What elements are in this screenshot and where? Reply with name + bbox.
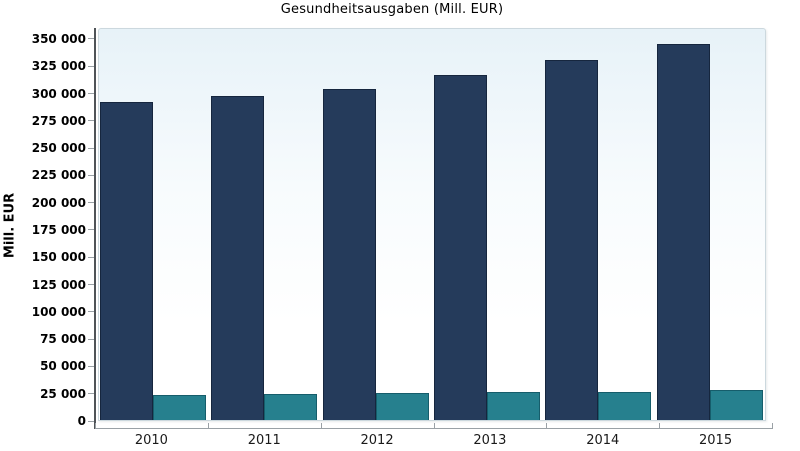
x-axis-category-label: 2010 bbox=[134, 433, 168, 448]
y-axis-line bbox=[94, 28, 96, 429]
y-axis-tick bbox=[88, 65, 94, 67]
y-axis-tick bbox=[88, 338, 94, 340]
x-axis-tick bbox=[659, 423, 661, 429]
y-axis-tick-label: 0 bbox=[77, 414, 86, 428]
y-axis-tick bbox=[88, 229, 94, 231]
x-axis-tick bbox=[207, 423, 209, 429]
y-axis-tick-label: 100 000 bbox=[31, 304, 86, 319]
x-axis-tick bbox=[546, 423, 548, 429]
bar-series-1-dark-blue-2015 bbox=[656, 44, 710, 420]
bar-series-1-dark-blue-2013 bbox=[434, 75, 487, 420]
x-axis-category-label: 2012 bbox=[360, 433, 394, 448]
bar-series-2-teal-2011 bbox=[264, 394, 318, 420]
x-axis-category-label: 2013 bbox=[473, 433, 507, 448]
bar-series-2-teal-2013 bbox=[487, 391, 540, 420]
bar-series-1-dark-blue-2014 bbox=[545, 60, 599, 420]
x-axis-tick bbox=[433, 423, 435, 429]
y-axis-tick bbox=[88, 147, 94, 149]
y-axis-tick-label: 275 000 bbox=[31, 113, 86, 128]
y-axis-tick bbox=[88, 284, 94, 286]
y-axis-tick bbox=[88, 311, 94, 313]
x-axis-category-label: 2014 bbox=[586, 433, 620, 448]
chart-title: Gesundheitsausgaben (Mill. EUR) bbox=[280, 2, 504, 17]
plot-area bbox=[98, 28, 766, 421]
y-axis-tick-label: 25 000 bbox=[40, 386, 86, 401]
y-axis-tick-label: 125 000 bbox=[31, 277, 86, 292]
y-axis-tick bbox=[88, 202, 94, 204]
y-axis-tick bbox=[88, 393, 94, 395]
y-axis-tick-label: 150 000 bbox=[31, 250, 86, 265]
x-axis-category-label: 2011 bbox=[247, 433, 281, 448]
x-axis-tick bbox=[320, 423, 322, 429]
y-axis-tick-label: 75 000 bbox=[40, 332, 86, 347]
bar-series-2-teal-2010 bbox=[153, 394, 206, 420]
y-axis-tick bbox=[88, 38, 94, 40]
y-axis-tick-label: 175 000 bbox=[31, 222, 86, 237]
y-axis-tick-label: 225 000 bbox=[31, 168, 86, 183]
y-axis-tick bbox=[88, 420, 94, 422]
y-axis-tick-label: 50 000 bbox=[40, 359, 86, 374]
bar-series-1-dark-blue-2010 bbox=[100, 102, 153, 420]
bar-series-1-dark-blue-2011 bbox=[211, 96, 265, 420]
bar-series-2-teal-2012 bbox=[375, 393, 429, 420]
x-axis-tick bbox=[95, 423, 96, 429]
y-axis-tick-label: 250 000 bbox=[31, 141, 86, 156]
y-axis-tick-label: 200 000 bbox=[31, 195, 86, 210]
y-axis-tick bbox=[88, 256, 94, 258]
y-axis-tick bbox=[88, 120, 94, 122]
bar-series-1-dark-blue-2012 bbox=[322, 88, 376, 420]
x-axis-tick bbox=[772, 423, 773, 429]
y-axis-tick bbox=[88, 93, 94, 94]
y-axis-tick-label: 325 000 bbox=[31, 59, 86, 74]
bar-series-2-teal-2015 bbox=[709, 389, 763, 420]
y-axis-tick-label: 300 000 bbox=[31, 86, 86, 101]
bar-series-2-teal-2014 bbox=[598, 391, 652, 420]
y-axis-tick-label: 350 000 bbox=[31, 31, 86, 46]
x-axis-category-label: 2015 bbox=[699, 433, 733, 448]
y-axis-tick bbox=[88, 365, 94, 367]
y-axis-tick bbox=[88, 174, 94, 176]
